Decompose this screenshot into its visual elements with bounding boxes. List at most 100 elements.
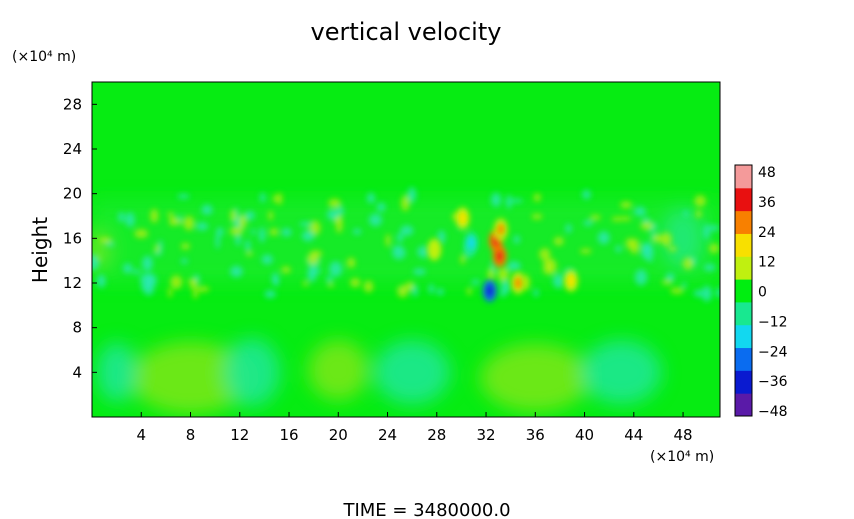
turbulence-cell: [615, 245, 622, 253]
chart-title: vertical velocity: [311, 18, 502, 46]
turbulence-cell: [276, 192, 283, 205]
turbulence-cell: [328, 198, 341, 208]
turbulence-cell: [368, 213, 383, 227]
turbulence-cell: [652, 234, 664, 243]
turbulence-cell: [230, 265, 243, 278]
turbulence-cell: [142, 255, 153, 272]
turbulence-cell: [542, 258, 552, 275]
broad-cell-4: [374, 340, 451, 405]
turbulence-cell: [694, 195, 706, 207]
turbulence-cell: [437, 230, 446, 245]
turbulence-cell: [392, 246, 406, 260]
turbulence-cell: [417, 245, 431, 258]
turbulence-cell: [396, 233, 404, 243]
turbulence-cell: [167, 287, 173, 298]
turbulence-cell: [565, 223, 572, 234]
turbulence-cell: [640, 221, 654, 230]
x-tick-label-0: 4: [136, 426, 146, 444]
turbulence-cell: [281, 228, 292, 237]
turbulence-cell: [118, 211, 125, 223]
x-tick-label-9: 40: [575, 426, 594, 444]
broad-cell-6: [96, 342, 137, 403]
turbulence-cell: [245, 251, 254, 256]
colorbar-swatch-2: [735, 347, 752, 371]
turbulence-cell: [98, 237, 112, 244]
turbulent-band: [92, 199, 720, 283]
colorbar-label-3: 12: [758, 255, 776, 271]
broad-cell-2: [480, 343, 591, 412]
turbulence-cell: [407, 187, 417, 203]
turbulence-cell: [307, 267, 317, 282]
colorbar-label-4: 0: [758, 285, 767, 301]
turbulence-cell: [715, 287, 720, 299]
colorbar-swatch-1: [735, 370, 752, 394]
turbulence-cell: [134, 229, 149, 238]
feature-core-4: [514, 277, 522, 289]
turbulence-cell: [251, 228, 256, 236]
feature-core-3: [459, 212, 467, 225]
colorbar-label-7: −36: [758, 374, 788, 390]
colorbar-swatch-4: [735, 301, 752, 326]
x-tick-label-2: 12: [230, 426, 249, 444]
turbulence-cell: [302, 281, 309, 287]
turbulence-cell: [611, 216, 622, 222]
turbulence-cell: [229, 226, 244, 236]
colorbar-label-0: 48: [758, 165, 776, 181]
turbulence-cell: [259, 192, 266, 203]
turbulence-cell: [105, 242, 115, 247]
turbulence-cell: [264, 290, 276, 299]
turbulence-cell: [507, 261, 521, 271]
turbulence-cell: [682, 257, 694, 270]
turbulence-cell: [665, 272, 675, 282]
y-tick-label-5: 24: [63, 140, 82, 158]
turbulence-cell: [92, 254, 100, 271]
turbulence-cell: [552, 273, 565, 289]
turbulence-cell: [192, 289, 198, 299]
turbulence-cell: [301, 230, 315, 242]
turbulence-cell: [505, 195, 513, 209]
colorbar-label-8: −48: [758, 404, 788, 420]
turbulence-cell: [533, 193, 541, 202]
turbulence-cell: [177, 194, 190, 199]
turbulence-cell: [201, 204, 213, 215]
colorbar-label-1: 36: [758, 195, 776, 211]
broad-cell-3: [224, 338, 281, 407]
colorbar-label-6: −24: [758, 344, 788, 360]
turbulence-cell: [150, 208, 159, 223]
feature-core-5: [467, 236, 475, 249]
turbulence-cell: [618, 216, 632, 221]
turbulence-cell: [261, 254, 273, 265]
heatmap-features: [427, 207, 579, 302]
broad-cell-5: [581, 340, 662, 405]
turbulence-cell: [272, 194, 278, 203]
y-tick-label-1: 8: [72, 319, 82, 337]
feature-core-6: [567, 274, 575, 287]
turbulence-cell: [158, 239, 163, 253]
turbulence-cell: [646, 257, 654, 262]
turbulence-cell: [487, 267, 495, 283]
turbulence-cell: [670, 287, 684, 294]
x-tick-label-7: 32: [476, 426, 495, 444]
x-axis-ticks: 4 8 12 16 20 24 28 32 36 40 44 48: [136, 412, 693, 444]
colorbar-swatch-8: [735, 210, 752, 234]
turbulence-cell: [693, 289, 704, 297]
turbulence-cell: [579, 248, 592, 254]
y-tick-label-4: 20: [63, 185, 82, 203]
turbulence-cell: [511, 198, 523, 203]
time-label: TIME = 3480000.0: [342, 500, 510, 519]
turbulence-cell: [230, 209, 237, 223]
colorbar-tick-labels: 48 36 24 12 0 −12 −24 −36 −48: [758, 165, 788, 420]
turbulence-cell: [708, 224, 720, 231]
turbulence-cell: [329, 261, 343, 277]
turbulence-cell: [183, 215, 195, 231]
feature-core-8: [430, 243, 438, 256]
colorbar-swatch-10: [735, 165, 752, 189]
turbulence-cell: [661, 232, 672, 247]
turbulence-cell: [582, 189, 591, 200]
turbulence-cell: [500, 280, 511, 294]
x-tick-label-11: 48: [674, 426, 693, 444]
turbulence-cell: [167, 212, 174, 217]
turbulence-cell: [668, 246, 677, 252]
feature-core-2: [486, 284, 494, 297]
turbulence-cell: [497, 267, 509, 282]
